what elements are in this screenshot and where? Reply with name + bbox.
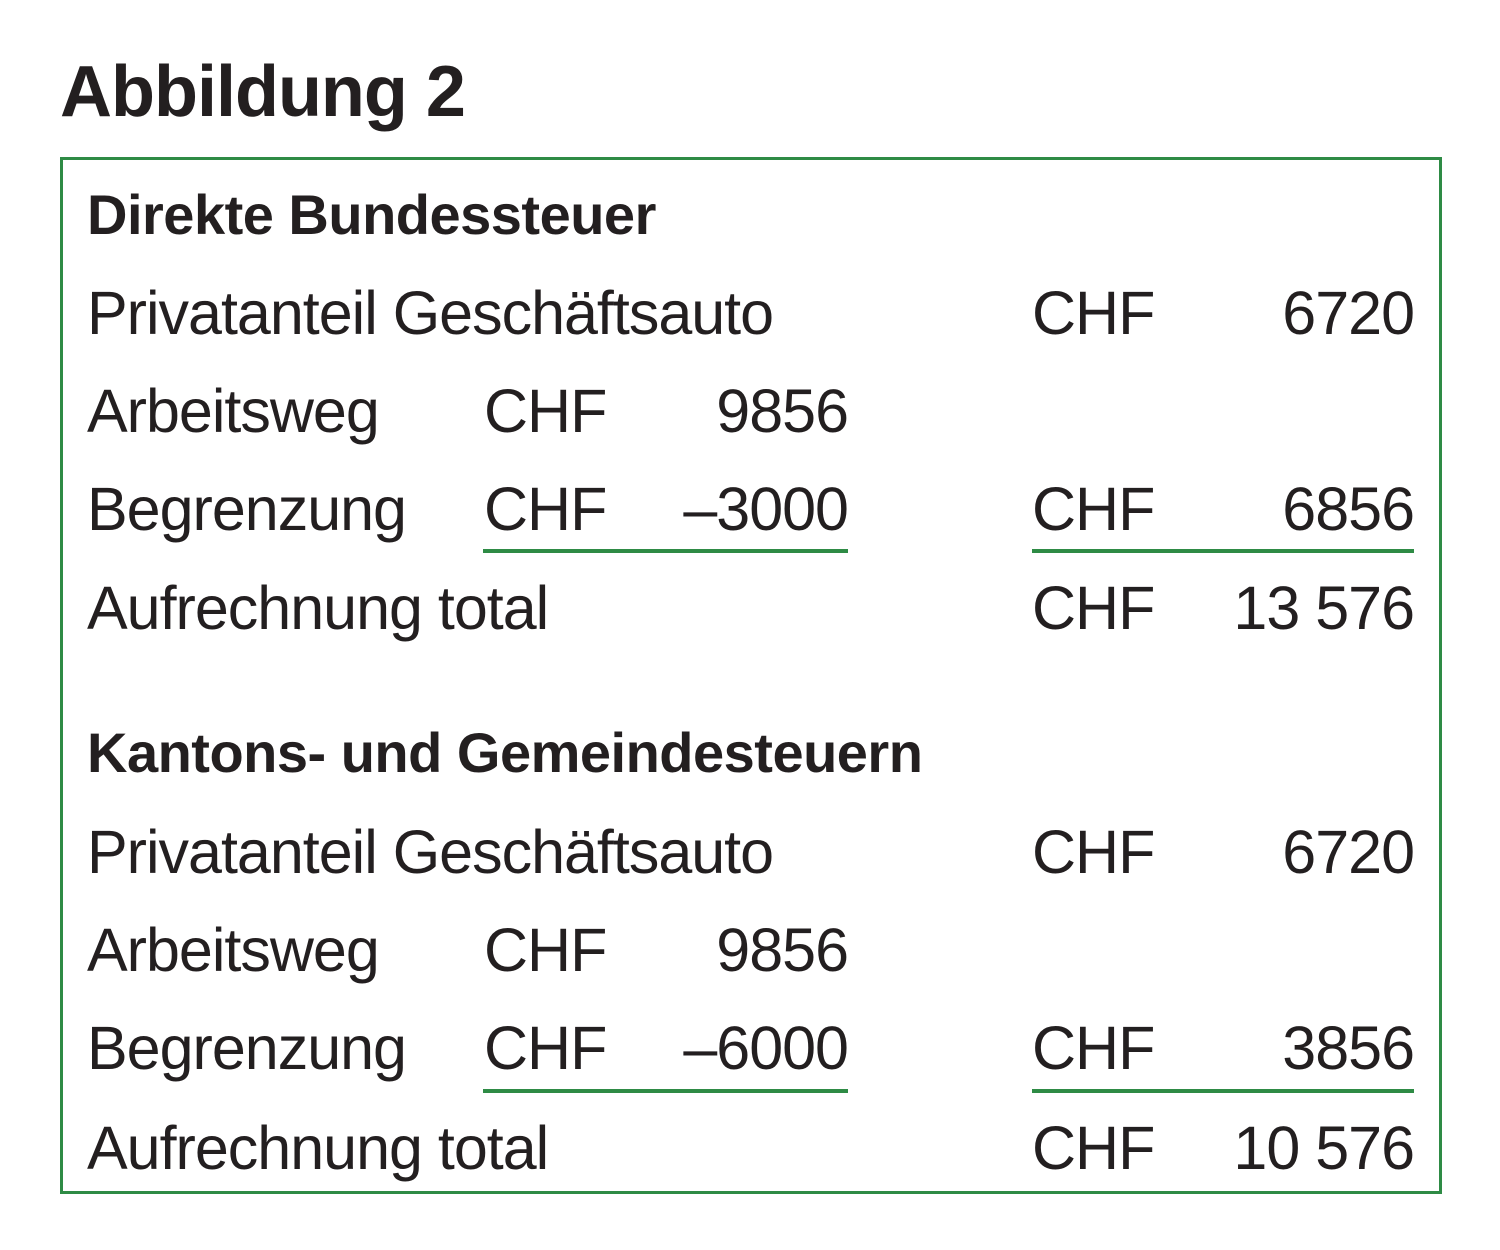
row-label: Begrenzung bbox=[87, 475, 407, 543]
row-label: Privatanteil Geschäftsauto bbox=[87, 279, 774, 347]
mid-currency: CHF bbox=[484, 1014, 607, 1082]
right-currency: CHF bbox=[1032, 818, 1155, 886]
subtotal-rule-mid bbox=[483, 549, 848, 553]
mid-currency: CHF bbox=[484, 475, 607, 543]
mid-currency: CHF bbox=[484, 377, 607, 445]
section-heading-federal-tax: Direkte Bundessteuer bbox=[87, 183, 656, 246]
row-label: Begrenzung bbox=[87, 1014, 407, 1082]
mid-amount: 9856 bbox=[716, 377, 849, 445]
right-currency: CHF bbox=[1032, 475, 1155, 543]
mid-amount: 9856 bbox=[716, 916, 849, 984]
right-amount: 6856 bbox=[1282, 475, 1415, 543]
subtotal-rule-right bbox=[1032, 549, 1414, 553]
right-amount: 3856 bbox=[1282, 1014, 1415, 1082]
figure-title: Abbildung 2 bbox=[60, 52, 466, 132]
row-label: Aufrechnung total bbox=[87, 574, 549, 642]
right-currency: CHF bbox=[1032, 279, 1155, 347]
right-currency: CHF bbox=[1032, 1014, 1155, 1082]
right-amount: 6720 bbox=[1282, 818, 1415, 886]
right-currency: CHF bbox=[1032, 1114, 1155, 1182]
row-label: Arbeitsweg bbox=[87, 377, 380, 445]
row-label: Aufrechnung total bbox=[87, 1114, 549, 1182]
row-label: Arbeitsweg bbox=[87, 916, 380, 984]
right-amount: 6720 bbox=[1282, 279, 1415, 347]
mid-currency: CHF bbox=[484, 916, 607, 984]
total-amount: 10 576 bbox=[1233, 1114, 1415, 1182]
section-heading-cantonal-tax: Kantons- und Gemeindesteuern bbox=[87, 721, 923, 784]
subtotal-rule-mid bbox=[483, 1089, 848, 1093]
table-frame bbox=[60, 157, 1442, 1194]
row-label: Privatanteil Geschäftsauto bbox=[87, 818, 774, 886]
right-currency: CHF bbox=[1032, 574, 1155, 642]
subtotal-rule-right bbox=[1032, 1089, 1414, 1093]
mid-amount: –3000 bbox=[683, 475, 849, 543]
total-amount: 13 576 bbox=[1233, 574, 1415, 642]
mid-amount: –6000 bbox=[683, 1014, 849, 1082]
